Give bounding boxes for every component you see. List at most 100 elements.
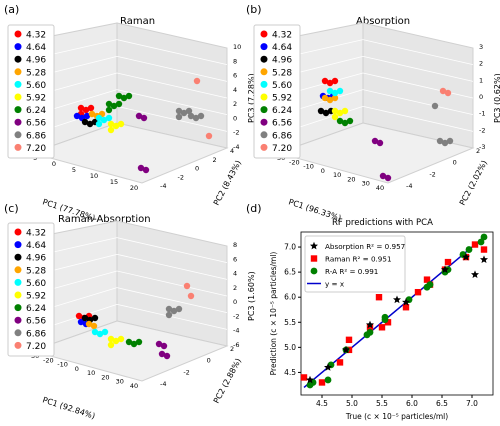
data-point-5.92 bbox=[112, 337, 120, 345]
legend-label: 6.24 bbox=[272, 106, 292, 116]
z-axis-label: PC3 (7.28%) bbox=[247, 73, 256, 123]
z-tick-label: 6 bbox=[233, 72, 237, 80]
data-point-7.20 bbox=[444, 89, 452, 97]
x-tick-label: 0 bbox=[52, 160, 56, 168]
x-axis-label: PC1 (92.84%) bbox=[41, 395, 96, 420]
legend-marker bbox=[260, 118, 268, 126]
data-point-6.86 bbox=[441, 139, 449, 147]
legend-label: Raman R² = 0.951 bbox=[325, 255, 392, 264]
absorption-point bbox=[342, 345, 350, 354]
y-tick-label: -4 bbox=[160, 182, 166, 190]
data-point-6.86 bbox=[180, 109, 188, 117]
legend-label: 4.96 bbox=[272, 56, 292, 66]
data-point-7.20 bbox=[183, 282, 191, 290]
pane-floor bbox=[276, 122, 475, 184]
x-tick-label: 15 bbox=[110, 178, 118, 186]
legend-label: 5.28 bbox=[26, 68, 46, 78]
grid-line bbox=[362, 72, 474, 99]
z-tick-label: -4 bbox=[233, 143, 239, 151]
raman-point bbox=[480, 246, 488, 253]
legend: 4.32 4.64 4.96 5.28 5.60 5.92 6.24 6.56 6.86 7.20 bbox=[7, 222, 55, 357]
grid-line bbox=[116, 89, 228, 116]
x-tick-label: -20 bbox=[43, 356, 54, 364]
data-point-6.86 bbox=[165, 305, 173, 313]
legend-label: 5.28 bbox=[26, 266, 46, 276]
raman-point bbox=[366, 324, 374, 331]
data-point-6.56 bbox=[384, 174, 392, 182]
y-tick-label: 0 bbox=[195, 165, 199, 173]
data-point-5.28 bbox=[88, 110, 96, 118]
data-point-4.64 bbox=[73, 112, 81, 120]
legend-marker bbox=[14, 316, 22, 324]
legend-label: Absorption R² = 0.957 bbox=[325, 242, 405, 251]
x-tick-label: 6.5 bbox=[436, 399, 448, 408]
x-tick-label: 5 bbox=[72, 166, 76, 174]
legend-marker bbox=[14, 55, 22, 63]
data-point-4.96 bbox=[86, 120, 94, 128]
data-point-5.60 bbox=[95, 120, 103, 128]
ra-point bbox=[426, 281, 434, 289]
data-point-4.64 bbox=[83, 112, 91, 120]
y-tick-label: 7.0 bbox=[284, 243, 296, 252]
data-point-4.96 bbox=[81, 118, 89, 126]
z-tick-label: -2 bbox=[233, 312, 239, 320]
y-tick-label: 5.5 bbox=[284, 318, 296, 327]
absorption-point bbox=[462, 252, 470, 261]
grid-line bbox=[116, 72, 228, 99]
data-point-4.32 bbox=[75, 312, 83, 320]
data-point-6.24 bbox=[341, 119, 349, 127]
legend-label: 5.60 bbox=[26, 81, 46, 91]
legend: 4.32 4.64 4.96 5.28 5.60 5.92 6.24 6.56 6.86 7.20 bbox=[253, 24, 301, 159]
y-tick-label: 6.0 bbox=[284, 293, 296, 302]
data-point-6.56 bbox=[155, 340, 163, 348]
legend-label: 4.96 bbox=[26, 56, 46, 66]
absorption-point bbox=[366, 320, 374, 329]
legend-marker bbox=[14, 266, 22, 274]
data-point-4.32 bbox=[331, 77, 339, 85]
legend-marker bbox=[260, 131, 268, 139]
legend-label: 5.92 bbox=[272, 94, 292, 104]
x-tick-label: 20 bbox=[347, 175, 355, 183]
data-point-5.60 bbox=[96, 330, 104, 338]
legend-label: 5.60 bbox=[26, 279, 46, 289]
absorption-point bbox=[324, 363, 332, 371]
legend-marker bbox=[14, 68, 22, 76]
data-point-5.92 bbox=[112, 122, 120, 130]
data-point-5.92 bbox=[331, 113, 339, 121]
data-point-6.24 bbox=[105, 106, 113, 114]
legend-marker bbox=[14, 106, 22, 114]
x-tick-label: -10 bbox=[57, 361, 68, 369]
data-point-6.86 bbox=[175, 113, 183, 121]
panel-c-title: Raman-Absorption bbox=[58, 214, 151, 225]
legend-marker bbox=[260, 106, 268, 114]
raman-point bbox=[471, 241, 479, 248]
raman-point bbox=[384, 319, 392, 326]
legend-label: 4.96 bbox=[26, 254, 46, 264]
panel-d-rf-plot: 4.5 5.0 5.5 6.0 6.5 7.0 4.5 5.0 5.5 6.0 6.5 7.0 True… bbox=[269, 231, 494, 421]
x-tick-label: 10 bbox=[90, 172, 98, 180]
x-tick-label: 4.5 bbox=[316, 399, 328, 408]
y-tick-label: 2 bbox=[476, 147, 480, 155]
raman-point bbox=[402, 304, 410, 311]
x-tick-label: 10 bbox=[333, 171, 341, 179]
grid-line bbox=[116, 270, 228, 297]
legend-label: 4.64 bbox=[26, 43, 46, 53]
legend-label: 7.20 bbox=[272, 144, 292, 154]
data-point-6.56 bbox=[158, 350, 166, 358]
legend-label: 7.20 bbox=[26, 342, 46, 352]
z-tick-label: 10 bbox=[233, 43, 241, 51]
data-point-5.92 bbox=[331, 107, 339, 115]
z-tick-label: -6 bbox=[233, 341, 239, 349]
legend-label: 6.24 bbox=[26, 304, 46, 314]
grid-line bbox=[362, 105, 474, 132]
legend-marker bbox=[14, 80, 22, 88]
x-tick-label: 40 bbox=[376, 184, 384, 192]
data-point-5.28 bbox=[326, 96, 334, 104]
y-axis-label: PC2 (2.02%) bbox=[458, 159, 489, 207]
data-point-6.86 bbox=[192, 114, 200, 122]
data-point-6.24 bbox=[135, 338, 143, 346]
absorption-point bbox=[441, 265, 449, 273]
x-tick-label: 30 bbox=[116, 378, 124, 386]
absorption-point bbox=[480, 255, 488, 263]
